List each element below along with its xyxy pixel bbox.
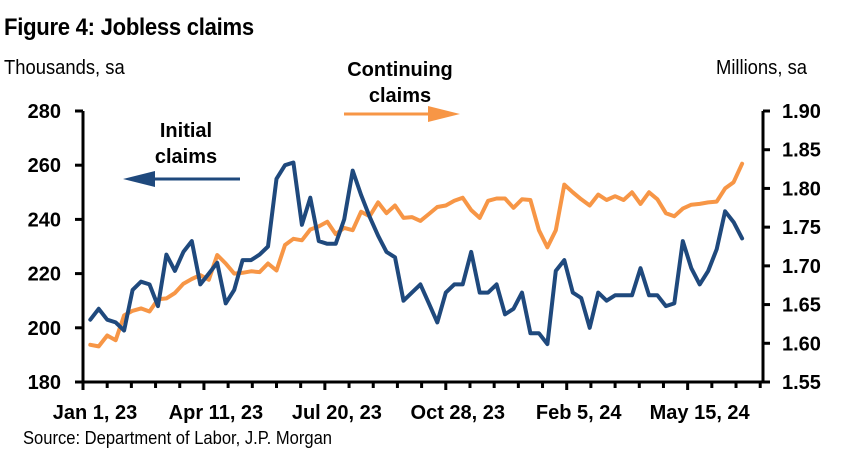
figure-title: Figure 4: Jobless claims: [4, 14, 254, 41]
series-group: [88, 160, 745, 349]
x-tick-label: Jul 20, 23: [292, 402, 382, 424]
axes: 180 200 220 240 260 280 1.55 1.60 1.65 1.70 1.75 1.…: [28, 101, 821, 424]
right-axis-unit: Millions, sa: [716, 57, 808, 79]
arrow-right-icon: [428, 106, 460, 122]
left-axis-unit: Thousands, sa: [4, 57, 125, 79]
left-y-tick-label: 200: [28, 318, 61, 340]
right-y-tick-label: 1.90: [782, 101, 821, 123]
x-tick-label: Oct 28, 23: [411, 402, 506, 424]
initial-claims-label-line2: claims: [155, 146, 217, 168]
x-tick-label: Feb 5, 24: [536, 402, 622, 424]
continuing-claims-label-line1: Continuing: [347, 59, 453, 81]
continuing-claims-label-line2: claims: [369, 85, 431, 107]
x-tick-label: May 15, 24: [650, 402, 751, 424]
left-y-tick-label: 180: [28, 372, 61, 394]
left-y-tick-label: 260: [28, 155, 61, 177]
initial-claims-label-line1: Initial: [160, 120, 212, 142]
right-y-tick-label: 1.55: [782, 372, 821, 394]
initial-claims-line: [88, 160, 745, 347]
right-y-tick-label: 1.75: [782, 217, 821, 239]
right-y-tick-label: 1.70: [782, 256, 821, 278]
x-tick-label: Jan 1, 23: [53, 402, 138, 424]
annotations: Initial claims Continuing claims: [123, 59, 460, 187]
continuing-claims-line: [88, 161, 745, 349]
arrow-left-icon: [123, 171, 155, 187]
left-y-tick-label: 280: [28, 101, 61, 123]
right-y-tick-label: 1.80: [782, 178, 821, 200]
x-tick-label: Apr 11, 23: [169, 402, 264, 424]
left-y-tick-label: 220: [28, 264, 61, 286]
right-y-tick-label: 1.85: [782, 140, 821, 162]
left-y-tick-label: 240: [28, 209, 61, 231]
right-y-tick-label: 1.60: [782, 333, 821, 355]
right-y-tick-label: 1.65: [782, 295, 821, 317]
source-note: Source: Department of Labor, J.P. Morgan: [23, 428, 332, 448]
